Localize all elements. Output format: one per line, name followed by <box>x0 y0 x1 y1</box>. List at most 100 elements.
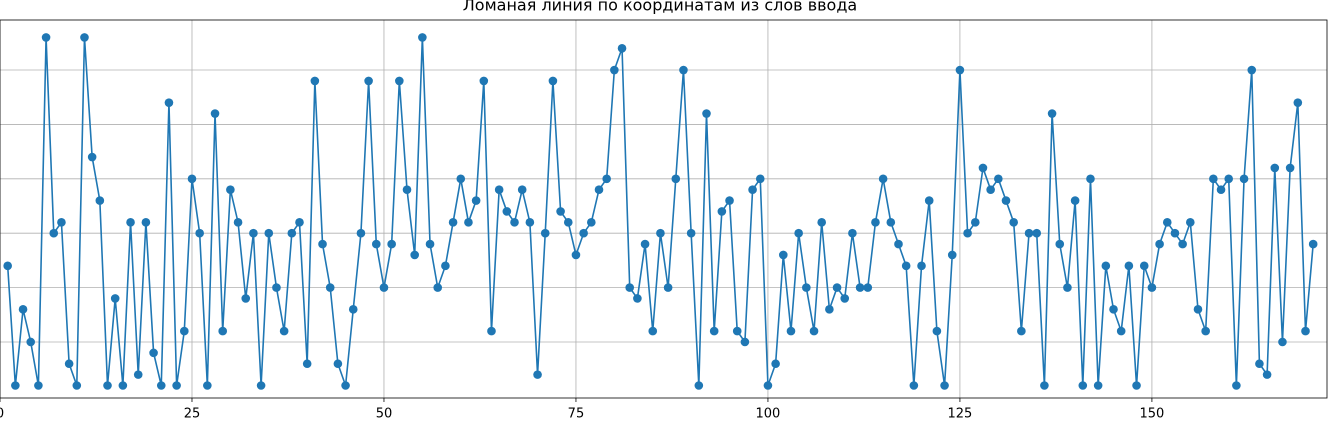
point <box>95 196 105 205</box>
point <box>848 228 857 238</box>
point <box>901 261 911 271</box>
point <box>955 65 965 75</box>
point <box>832 283 842 292</box>
point <box>1216 185 1226 194</box>
point <box>594 185 604 194</box>
point <box>1001 196 1011 205</box>
point <box>18 305 28 314</box>
point <box>418 33 427 42</box>
x-tick-label: 125 <box>948 407 973 422</box>
point <box>226 185 235 194</box>
point <box>794 228 803 238</box>
point <box>1239 174 1249 184</box>
point <box>325 283 335 292</box>
point <box>1209 174 1218 184</box>
point <box>679 65 688 75</box>
point <box>1070 196 1080 205</box>
point <box>732 326 742 336</box>
point <box>110 294 120 303</box>
point <box>1170 228 1180 238</box>
point <box>725 196 734 205</box>
x-tick-label: 150 <box>1139 407 1164 422</box>
point <box>1055 239 1065 249</box>
point <box>947 250 957 260</box>
point <box>970 218 980 227</box>
point <box>364 76 373 86</box>
point <box>917 261 926 271</box>
point <box>1093 381 1103 390</box>
point <box>1086 174 1095 184</box>
point <box>863 283 873 292</box>
point <box>533 370 542 379</box>
point <box>640 239 650 249</box>
point <box>809 326 819 336</box>
x-tick-label: 100 <box>756 407 781 422</box>
point <box>126 218 135 227</box>
point <box>471 196 481 205</box>
point <box>1101 261 1111 271</box>
point <box>894 239 903 249</box>
point <box>1232 381 1241 390</box>
point <box>740 337 750 347</box>
point <box>456 174 466 184</box>
point <box>118 381 128 390</box>
point <box>341 381 350 390</box>
point <box>218 326 228 336</box>
point <box>410 250 419 260</box>
point <box>64 359 74 369</box>
point <box>1139 261 1149 271</box>
point <box>87 152 97 162</box>
point <box>464 218 473 227</box>
point <box>287 228 297 238</box>
point <box>510 218 519 227</box>
point <box>103 381 112 390</box>
point <box>26 337 36 347</box>
x-tick-label: 0 <box>0 407 4 422</box>
point <box>940 381 949 390</box>
point <box>203 381 212 390</box>
point <box>610 65 619 75</box>
point <box>540 228 550 238</box>
point <box>587 218 596 227</box>
point <box>1262 370 1272 379</box>
point <box>149 348 158 358</box>
chart-title: Ломаная линия по координатам из слов вво… <box>463 0 857 15</box>
point <box>57 218 66 227</box>
point <box>172 381 181 390</box>
point <box>556 207 565 216</box>
point <box>49 228 59 238</box>
point <box>241 294 251 303</box>
point <box>771 359 780 369</box>
point <box>563 218 573 227</box>
point <box>817 218 826 227</box>
point <box>625 283 635 292</box>
point <box>525 218 535 227</box>
point <box>141 218 151 227</box>
point <box>80 33 89 42</box>
point <box>994 174 1003 184</box>
point <box>348 305 358 314</box>
point <box>502 207 512 216</box>
point <box>249 228 258 238</box>
point <box>371 239 381 249</box>
x-tick-label: 25 <box>184 407 201 422</box>
point <box>156 381 166 390</box>
point <box>1178 239 1187 249</box>
point <box>648 326 658 336</box>
point <box>425 239 435 249</box>
point <box>633 294 642 303</box>
point <box>1047 109 1057 118</box>
point <box>1162 218 1172 227</box>
point <box>264 228 274 238</box>
point <box>302 359 312 369</box>
point <box>333 359 343 369</box>
point <box>1247 65 1257 75</box>
point <box>256 381 266 390</box>
point <box>602 174 611 184</box>
point <box>448 218 458 227</box>
point <box>686 228 696 238</box>
point <box>786 326 796 336</box>
point <box>3 261 12 271</box>
point <box>932 326 942 336</box>
